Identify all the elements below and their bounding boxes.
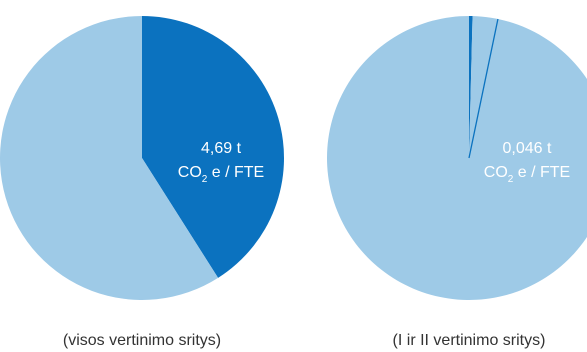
pie-value-label: 4,69 t [201,140,242,157]
pie-unit-label: CO2 e / FTE [178,164,264,185]
pie-slice-0 [469,16,473,158]
pie-slice-1 [0,16,219,300]
pie-chart-scopes-1-2: 0,046 t CO2 e / FTE (I ir II vertinimo s… [327,16,587,349]
pie-unit-label: CO2 e / FTE [484,164,570,185]
value-text: 4,69 t [201,140,242,157]
pie-slice-line [468,18,499,159]
pie-slice-1 [327,16,587,300]
value-text: 0,046 t [503,140,552,157]
pie-chart-all-scopes: 4,69 t CO2 e / FTE (visos vertinimo srit… [0,16,284,349]
pie-caption: (visos vertinimo sritys) [63,332,221,349]
pie-caption: (I ir II vertinimo sritys) [393,332,546,349]
pie-value-label: 0,046 t [503,140,552,157]
pie-slice-0 [142,16,284,278]
